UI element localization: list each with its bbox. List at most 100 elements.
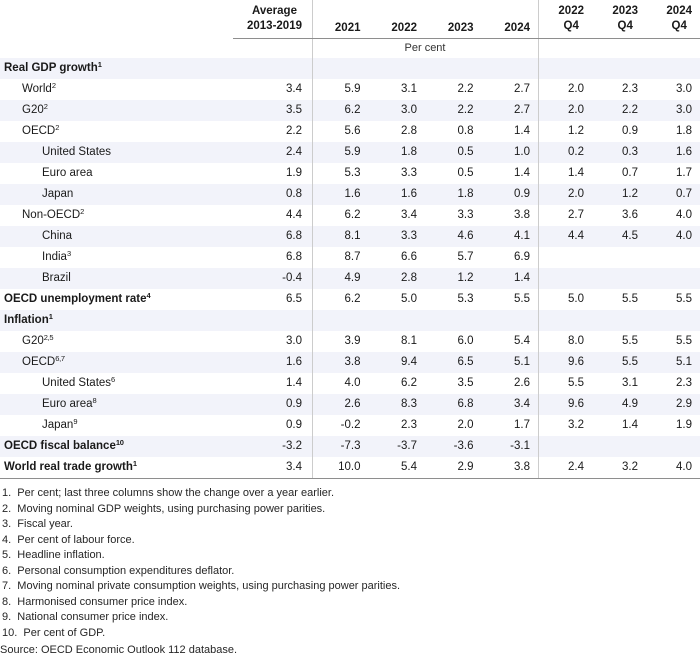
row-label: Euro area8 (42, 396, 97, 410)
table-row: G202 3.5 6.2 3.0 2.2 2.7 2.0 2.2 3.0 (0, 100, 700, 121)
footnote-line: 8. Harmonised consumer price index. (2, 595, 188, 608)
value-cell: 2.0 (568, 188, 584, 200)
table-bottom-rule (0, 478, 700, 479)
value-cell: 8.0 (568, 335, 584, 347)
table-row: World2 3.4 5.9 3.1 2.2 2.7 2.0 2.3 3.0 (0, 79, 700, 100)
value-cell: 2.2 (457, 104, 474, 116)
value-cell: 6.8 (286, 230, 302, 242)
row-label: OECD unemployment rate4 (4, 291, 151, 305)
row-label: United States6 (42, 375, 115, 389)
value-cell: 2.6 (344, 398, 361, 410)
column-header-2022: 2022 (391, 22, 417, 34)
source-note: Source: OECD Economic Outlook 112 databa… (0, 644, 238, 656)
value-cell (369, 58, 426, 79)
value-cell (538, 436, 592, 457)
quarter-year: 2024 (666, 5, 692, 17)
footnote-marker: 6,7 (55, 354, 65, 363)
value-cell: 10.0 (338, 461, 361, 473)
table-row: OECD2 2.2 5.6 2.8 0.8 1.4 1.2 0.9 1.8 (0, 121, 700, 142)
value-cell (592, 247, 646, 268)
value-cell: 5.5 (622, 293, 638, 305)
value-cell: 4.9 (622, 398, 638, 410)
value-cell: 6.0 (457, 335, 474, 347)
value-cell: 5.7 (457, 251, 474, 263)
value-cell: 5.5 (676, 335, 692, 347)
value-cell: 3.9 (344, 335, 361, 347)
value-cell: 4.0 (676, 461, 692, 473)
value-cell (232, 58, 312, 79)
value-cell: 6.2 (344, 293, 361, 305)
value-cell: 2.7 (514, 104, 530, 116)
value-cell: 5.3 (344, 167, 361, 179)
value-cell (482, 310, 539, 331)
value-cell: 5.5 (622, 335, 638, 347)
value-cell: 5.1 (676, 356, 692, 368)
value-cell: 4.4 (286, 209, 302, 221)
footnote-line: 10. Per cent of GDP. (2, 626, 106, 639)
value-cell: 4.0 (676, 209, 692, 221)
value-cell: 3.4 (514, 398, 530, 410)
average-period: 2013-2019 (247, 20, 302, 32)
value-cell: -3.6 (453, 440, 474, 452)
value-cell (538, 247, 592, 268)
unit-row-spacer (0, 38, 312, 58)
value-cell: 3.2 (622, 461, 638, 473)
value-cell: 1.2 (622, 188, 638, 200)
column-header-2022-q4: 2022 Q4 (538, 0, 592, 38)
value-cell: 4.0 (344, 377, 361, 389)
value-cell: 0.5 (457, 146, 474, 158)
value-cell: 3.3 (401, 230, 417, 242)
value-cell (312, 310, 369, 331)
value-cell: 3.1 (622, 377, 638, 389)
value-cell: 2.0 (568, 83, 584, 95)
column-header-2021: 2021 (334, 22, 361, 34)
value-cell: 3.8 (344, 356, 361, 368)
value-cell: 3.0 (676, 104, 692, 116)
value-cell: 1.4 (286, 377, 302, 389)
value-cell: 1.4 (622, 419, 638, 431)
value-cell: 3.0 (676, 83, 692, 95)
value-cell: 9.4 (401, 356, 417, 368)
table-row: OECD6,7 1.6 3.8 9.4 6.5 5.1 9.6 5.5 5.1 (0, 352, 700, 373)
table-body: Real GDP growth1 World2 3.4 5.9 3.1 2.2 2.7 2.0… (0, 58, 700, 478)
value-cell (538, 268, 592, 289)
value-cell: 1.2 (457, 272, 474, 284)
footnote-marker: 2,5 (43, 333, 54, 342)
value-cell (425, 58, 482, 79)
table-row: Brazil -0.4 4.9 2.8 1.2 1.4 (0, 268, 700, 289)
value-cell: 8.1 (344, 230, 361, 242)
table-row: Non-OECD2 4.4 6.2 3.4 3.3 3.8 2.7 3.6 4.0 (0, 205, 700, 226)
value-cell: 1.6 (286, 356, 302, 368)
value-cell: 2.2 (622, 104, 638, 116)
value-cell: 5.0 (568, 293, 584, 305)
value-cell: 1.4 (514, 272, 530, 284)
value-cell: 2.4 (286, 146, 302, 158)
value-cell: 2.4 (568, 461, 584, 473)
table-row: Japan 0.8 1.6 1.6 1.8 0.9 2.0 1.2 0.7 (0, 184, 700, 205)
quarter-year: 2023 (612, 5, 638, 17)
value-cell: 6.9 (514, 251, 530, 263)
value-cell: 2.2 (457, 83, 474, 95)
table-row: Inflation1 (0, 310, 700, 331)
value-cell: 5.9 (344, 146, 361, 158)
value-cell: 0.8 (286, 188, 302, 200)
row-label: OECD fiscal balance10 (4, 438, 124, 452)
value-cell: 3.5 (286, 104, 302, 116)
footnote-marker: 1 (132, 459, 137, 468)
value-cell: 0.9 (286, 419, 302, 431)
value-cell (312, 58, 369, 79)
value-cell: 5.5 (568, 377, 584, 389)
value-cell: 3.0 (401, 104, 417, 116)
table-row: Japan9 0.9 -0.2 2.3 2.0 1.7 3.2 1.4 1.9 (0, 415, 700, 436)
value-cell: 3.1 (401, 83, 417, 95)
value-cell: 5.6 (344, 125, 361, 137)
value-cell: 2.8 (401, 272, 417, 284)
value-cell: 1.4 (568, 167, 584, 179)
value-cell: 0.9 (514, 188, 530, 200)
value-cell: 5.9 (344, 83, 361, 95)
value-cell: 4.1 (514, 230, 530, 242)
value-cell: 3.3 (401, 167, 417, 179)
value-cell: 4.0 (676, 230, 692, 242)
value-cell (646, 247, 700, 268)
